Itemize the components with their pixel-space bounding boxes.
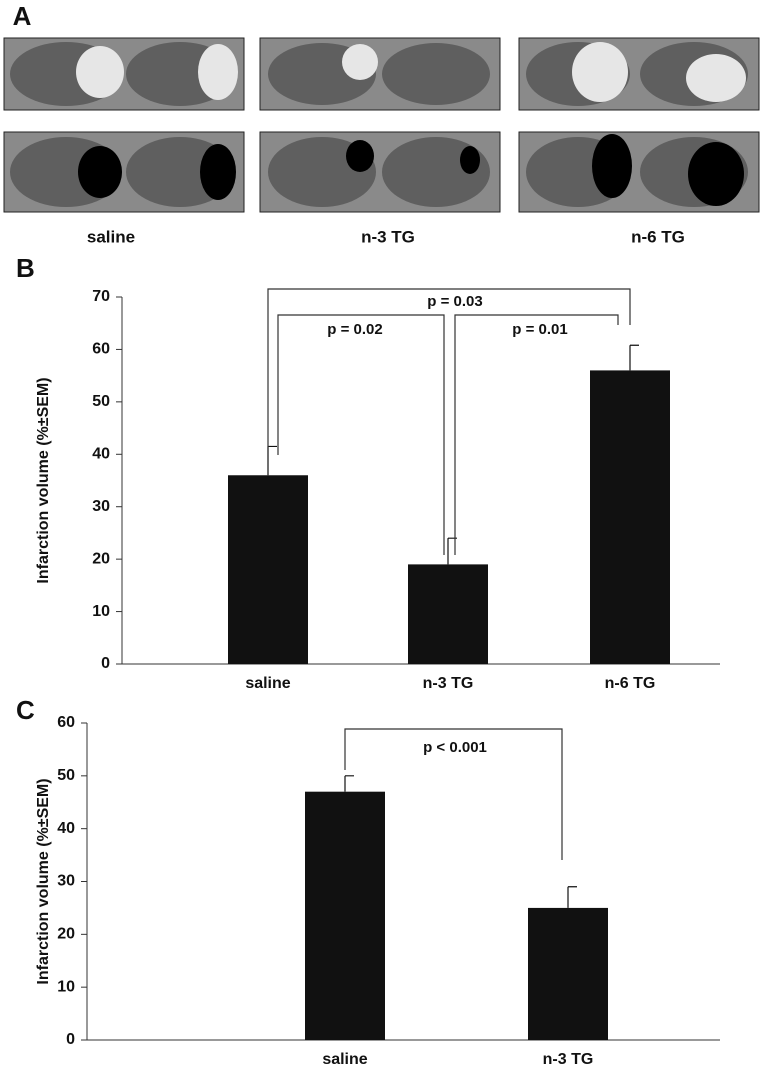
p-value: p = 0.03: [427, 293, 482, 310]
brain-images: [3, 37, 760, 213]
y-axis-title: Infarction volume (%±SEM): [35, 778, 52, 984]
y-tick-label: 0: [66, 1031, 75, 1048]
p-value: p = 0.02: [327, 321, 382, 338]
bar: [528, 907, 608, 1040]
image-caption: n-3 TG: [361, 227, 415, 246]
y-tick-label: 20: [92, 550, 110, 567]
panel-label: B: [16, 253, 35, 283]
y-tick-label: 60: [57, 714, 75, 731]
y-tick-label: 10: [57, 978, 75, 995]
y-tick-label: 40: [92, 446, 110, 463]
significance-bracket: [277, 314, 445, 555]
y-tick-label: 50: [92, 393, 110, 410]
error-bar: [567, 886, 577, 908]
y-tick-label: 10: [92, 603, 110, 620]
significance-bracket: [267, 288, 631, 455]
panel-label: C: [16, 695, 35, 725]
image-caption: saline: [87, 227, 135, 246]
x-tick-label: saline: [245, 675, 290, 692]
x-tick-label: n-3 TG: [543, 1051, 594, 1065]
bar: [228, 475, 308, 664]
y-tick-label: 30: [92, 498, 110, 515]
y-tick-label: 50: [57, 767, 75, 784]
significance-bracket: [454, 314, 619, 555]
y-tick-label: 70: [92, 288, 110, 305]
error-bar: [267, 445, 277, 476]
x-tick-label: n-6 TG: [605, 675, 656, 692]
y-axis-title: Infarction volume (%±SEM): [35, 377, 52, 583]
error-bar: [447, 537, 457, 565]
y-tick-label: 0: [101, 655, 110, 672]
bar: [590, 370, 670, 664]
panel-label: A: [13, 1, 32, 31]
y-tick-label: 20: [57, 926, 75, 943]
y-tick-label: 30: [57, 873, 75, 890]
error-bar: [629, 344, 639, 371]
image-caption: n-6 TG: [631, 227, 685, 246]
bar: [408, 564, 488, 664]
p-value: p = 0.01: [512, 321, 567, 338]
y-tick-label: 40: [57, 820, 75, 837]
bar: [305, 791, 385, 1040]
y-tick-label: 60: [92, 341, 110, 358]
error-bar: [344, 775, 354, 792]
p-value: p < 0.001: [423, 739, 487, 756]
x-tick-label: saline: [322, 1051, 367, 1065]
significance-bracket: [344, 728, 563, 860]
x-tick-label: n-3 TG: [423, 675, 474, 692]
